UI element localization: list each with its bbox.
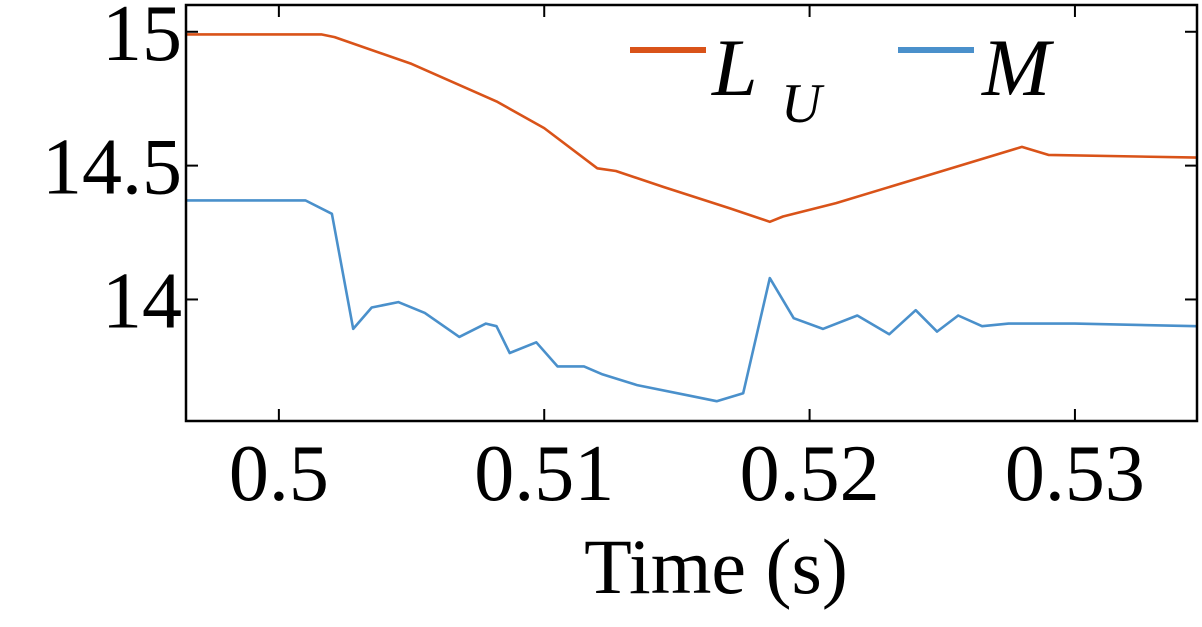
y-tick-label: 14.5 (42, 124, 182, 212)
series-line-m (186, 199, 1198, 403)
legend-label-lu: L (711, 22, 758, 113)
x-tick-label: 0.51 (474, 430, 614, 518)
plot-area (186, 5, 1197, 421)
axes-layer: 0.5 0.51 0.52 0.53 15 14.5 14 (42, 0, 1199, 518)
axes-frame (184, 3, 1199, 423)
series-line-lu (186, 33, 1198, 224)
legend-label-lu-subscript: U (781, 73, 825, 135)
x-axis-title: Time (s) (584, 523, 848, 610)
x-tick-label: 0.5 (229, 430, 329, 518)
x-tick-label: 0.52 (740, 430, 880, 518)
series-layer (186, 33, 1198, 403)
y-tick-label: 14 (102, 257, 182, 345)
x-tick-label: 0.53 (1005, 430, 1145, 518)
legend-label-m: M (981, 22, 1055, 113)
y-tick-label: 15 (102, 0, 182, 78)
